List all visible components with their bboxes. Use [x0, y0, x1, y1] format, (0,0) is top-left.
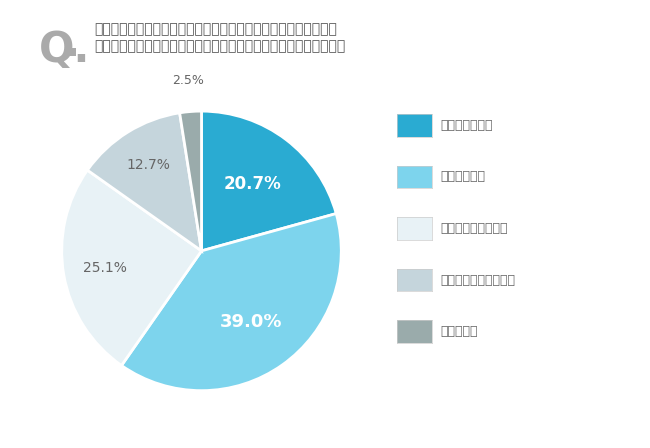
Text: あなたは、新型コロナウィルスの感染症対策としてテレワークを: あなたは、新型コロナウィルスの感染症対策としてテレワークを [94, 22, 337, 36]
Text: わからない: わからない [441, 325, 478, 338]
Wedge shape [202, 111, 336, 251]
Text: ややそう思う: ややそう思う [441, 170, 486, 184]
Text: 20.7%: 20.7% [224, 175, 281, 193]
Text: かなりそう思う: かなりそう思う [441, 119, 493, 132]
Text: あまりそう思わない: あまりそう思わない [441, 222, 508, 235]
Text: 導入して以降、従業員のメンタルの不調が増加したと思いますか。: 導入して以降、従業員のメンタルの不調が増加したと思いますか。 [94, 39, 346, 53]
Wedge shape [122, 214, 341, 391]
Text: ほとんどそう思わない: ほとんどそう思わない [441, 273, 515, 287]
Text: 12.7%: 12.7% [127, 159, 170, 172]
Wedge shape [179, 111, 202, 251]
Text: 25.1%: 25.1% [83, 261, 127, 275]
Wedge shape [62, 170, 202, 366]
Text: 2.5%: 2.5% [172, 74, 204, 87]
Wedge shape [87, 113, 202, 251]
Text: 39.0%: 39.0% [220, 313, 283, 331]
Text: Q.: Q. [39, 29, 90, 71]
